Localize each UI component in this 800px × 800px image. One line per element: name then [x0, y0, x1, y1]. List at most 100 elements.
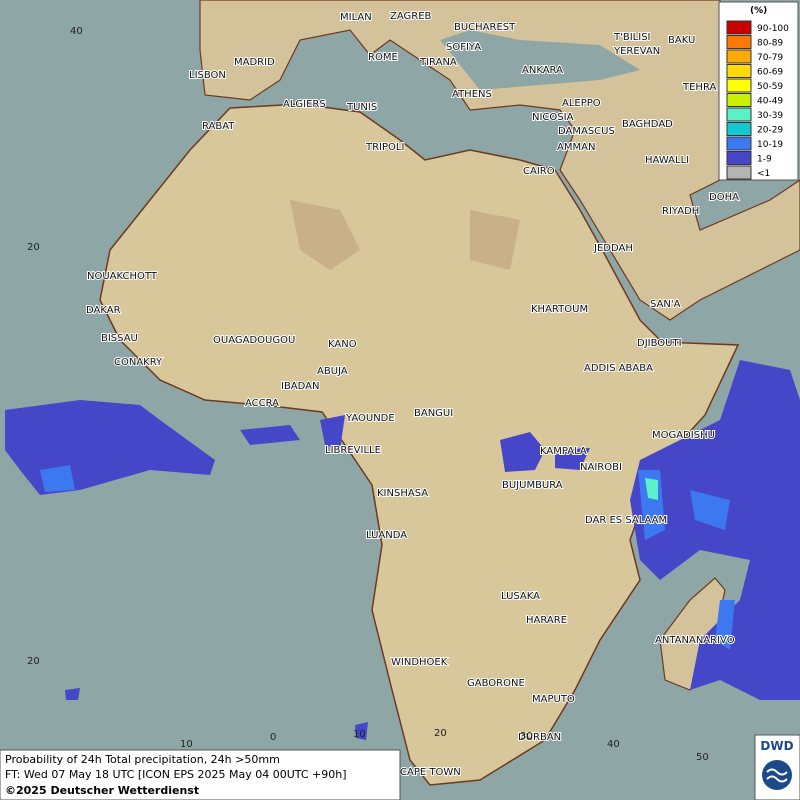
legend-label: 20-29 — [757, 126, 783, 136]
city-label: KHARTOUM — [531, 304, 588, 315]
legend-label: 1-9 — [757, 155, 772, 165]
city-label: RABAT — [202, 121, 235, 132]
city-label: ROME — [368, 52, 398, 63]
legend-swatch — [726, 122, 752, 136]
city-label: DAKAR — [86, 305, 121, 316]
logo-icon — [762, 760, 792, 790]
legend-swatch — [726, 107, 752, 122]
info-line: FT: Wed 07 May 18 UTC [ICON EPS 2025 May… — [5, 768, 347, 781]
city-label: ATHENS — [452, 89, 492, 100]
city-label: LISBON — [189, 70, 226, 81]
city-label: T'BILISI — [613, 32, 650, 43]
info-box — [0, 749, 401, 800]
city-label: NAIROBI — [580, 462, 622, 473]
grid-label: 40 — [70, 26, 83, 37]
city-label: JEDDAH — [593, 243, 633, 254]
grid-label: 10 — [353, 729, 366, 740]
city-label: DAMASCUS — [558, 126, 615, 137]
city-label: OUAGADOUGOU — [213, 335, 295, 346]
precip-area — [40, 465, 75, 492]
grid-label: 10 — [180, 739, 193, 750]
city-label: MAPUTO — [532, 694, 575, 705]
city-label: CONAKRY — [114, 357, 163, 368]
legend-label: 40-49 — [757, 97, 783, 107]
legend-swatch — [726, 136, 752, 151]
city-label: HARARE — [526, 615, 567, 626]
logo-waves — [766, 768, 788, 783]
city-label: KINSHASA — [377, 488, 428, 499]
city-label: ANTANANARIVO — [655, 635, 735, 646]
city-label: IBADAN — [281, 381, 320, 392]
city-label: ABUJA — [317, 366, 348, 377]
city-label: NICOSIA — [532, 112, 574, 123]
city-label: DJIBOUTI — [637, 338, 682, 349]
city-label: KAMPALA — [540, 446, 587, 457]
city-label: TEHRA — [682, 82, 716, 93]
city-label: BUCHAREST — [454, 22, 516, 33]
legend-label: 10-19 — [757, 140, 783, 150]
city-label: RIYADH — [662, 206, 699, 217]
info-line: Probability of 24h Total precipitation, … — [5, 753, 280, 766]
city-label: BUJUMBURA — [502, 480, 563, 491]
grid-label: 20 — [27, 656, 40, 667]
city-label: HAWALLI — [645, 155, 689, 166]
city-label: LUANDA — [366, 530, 407, 541]
logo-text: DWD — [760, 739, 793, 753]
precip-area — [240, 415, 345, 450]
legend-label: <1 — [757, 169, 770, 179]
precip-area — [500, 432, 590, 472]
legend-title: (%) — [750, 6, 767, 16]
city-label: AMMAN — [557, 142, 595, 153]
precip-area — [638, 470, 735, 650]
city-label: MADRID — [234, 57, 275, 68]
black-sea — [440, 30, 640, 90]
city-label: TIRANA — [419, 57, 457, 68]
grid-label: 20 — [27, 242, 40, 253]
precip-area — [645, 478, 658, 500]
city-label: BAKU — [668, 35, 695, 46]
legend-swatch — [726, 35, 752, 49]
city-label: NOUAKCHOTT — [87, 271, 158, 282]
city-label: DURBAN — [518, 732, 561, 743]
legend-label: 50-59 — [757, 82, 783, 92]
legend-label: 80-89 — [757, 39, 783, 49]
city-label: TRIPOLI — [365, 142, 404, 153]
legend-swatch — [726, 64, 752, 78]
legend-swatch — [726, 151, 752, 165]
city-label: SOFIYA — [446, 42, 481, 53]
legend-swatch — [726, 20, 752, 35]
legend-swatch — [726, 93, 752, 107]
legend-label: 60-69 — [757, 68, 783, 78]
city-label: YEREVAN — [613, 46, 660, 57]
city-label: MILAN — [340, 12, 372, 23]
city-label: ZAGREB — [390, 11, 432, 22]
africa — [99, 103, 740, 786]
precip-area — [630, 360, 800, 700]
legend-label: 90-100 — [757, 24, 789, 34]
grid-label: 20 — [434, 728, 447, 739]
city-label: KANO — [328, 339, 357, 350]
city-label: ALEPPO — [562, 98, 601, 109]
city-label: DAR ES SALAAM — [585, 515, 667, 526]
grid-label: 50 — [696, 752, 709, 763]
legend-swatch — [726, 49, 752, 64]
city-label: BAGHDAD — [622, 119, 673, 130]
city-label: TUNIS — [346, 102, 377, 113]
city-label: ADDIS ABABA — [584, 363, 653, 374]
city-label: LIBREVILLE — [325, 445, 381, 456]
grid-label: 40 — [607, 739, 620, 750]
city-label: ACCRA — [245, 398, 279, 409]
legend-label: 30-39 — [757, 111, 783, 121]
legend-swatch — [726, 165, 752, 180]
info-line: ©2025 Deutscher Wetterdienst — [5, 784, 199, 797]
legend-swatch — [726, 78, 752, 93]
city-label: SAN'A — [650, 299, 681, 310]
grid-label: 30 — [520, 731, 533, 742]
highlands — [290, 200, 520, 270]
city-label: BANGUI — [414, 408, 453, 419]
legend-label: 70-79 — [757, 53, 783, 63]
land-north — [199, 0, 800, 321]
city-label: BISSAU — [101, 333, 138, 344]
city-label: YAOUNDE — [345, 413, 395, 424]
